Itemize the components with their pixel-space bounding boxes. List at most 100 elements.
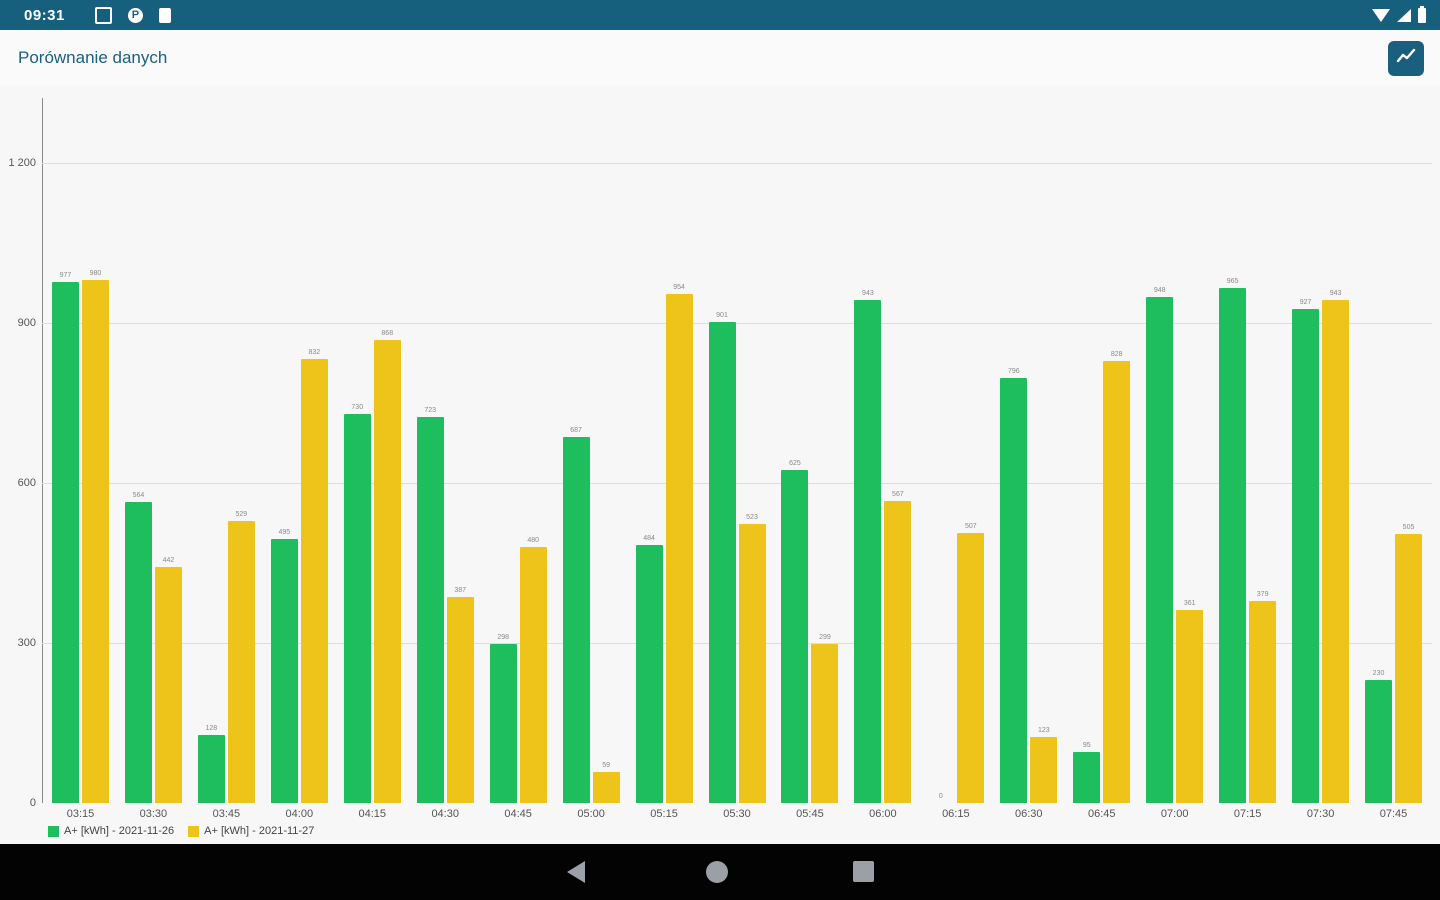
- gridline-1200: [42, 163, 1432, 164]
- bar-05:30-series1[interactable]: [708, 322, 736, 803]
- bar-04:45-series1[interactable]: [489, 644, 517, 803]
- bar-06:45-series1[interactable]: [1073, 752, 1101, 803]
- bar-value-label: 980: [89, 270, 102, 277]
- bar-06:15-series2[interactable]: [957, 533, 985, 803]
- y-tick-label: 1 200: [8, 157, 36, 169]
- bar-04:30-series1[interactable]: [416, 417, 444, 803]
- bar-06:00-series1[interactable]: [854, 300, 882, 803]
- bar-03:15-series2[interactable]: [81, 280, 109, 803]
- bar-03:30-series2[interactable]: [154, 567, 182, 803]
- bar-value-label: 868: [381, 330, 394, 337]
- bar-04:00-series1[interactable]: [270, 539, 298, 803]
- bar-value-label: 379: [1256, 591, 1269, 598]
- bar-value-label: 505: [1402, 524, 1415, 531]
- x-tick-label-06:30: 06:30: [1015, 808, 1043, 820]
- bar-04:45-series2[interactable]: [519, 547, 547, 803]
- page-title: Porównanie danych: [18, 48, 168, 67]
- bar-value-label: 965: [1226, 278, 1239, 285]
- bar-value-label: 828: [1110, 351, 1123, 358]
- android-nav-bar: [0, 844, 1440, 900]
- bar-07:15-series1[interactable]: [1219, 288, 1247, 803]
- bar-03:45-series1[interactable]: [197, 735, 225, 803]
- bar-value-label: 832: [308, 349, 321, 356]
- bar-06:45-series2[interactable]: [1103, 361, 1131, 803]
- bar-value-label: 723: [424, 407, 437, 414]
- bar-05:45-series2[interactable]: [811, 644, 839, 803]
- x-tick-label-05:00: 05:00: [577, 808, 605, 820]
- bar-06:30-series1[interactable]: [1000, 378, 1028, 803]
- bar-05:30-series2[interactable]: [738, 524, 766, 803]
- bar-value-label: 495: [278, 529, 291, 536]
- bar-value-label: 567: [892, 491, 904, 498]
- legend-swatch-icon: [188, 825, 200, 837]
- bar-value-label: 298: [497, 634, 509, 641]
- bar-07:30-series2[interactable]: [1322, 300, 1350, 803]
- y-axis-line: [42, 98, 43, 803]
- notification-circle-p-icon: P: [127, 7, 143, 23]
- bar-07:00-series1[interactable]: [1146, 297, 1174, 803]
- bar-03:30-series1[interactable]: [124, 502, 152, 803]
- gridline-900: [42, 323, 1432, 324]
- battery-icon: [1418, 5, 1426, 23]
- bar-04:15-series1[interactable]: [343, 414, 371, 803]
- bar-06:30-series2[interactable]: [1030, 737, 1058, 803]
- bar-07:30-series1[interactable]: [1292, 309, 1320, 803]
- bar-07:15-series2[interactable]: [1249, 601, 1277, 803]
- bar-05:15-series1[interactable]: [635, 545, 663, 803]
- bar-04:15-series2[interactable]: [373, 340, 401, 803]
- y-tick-label: 900: [17, 317, 36, 329]
- bar-value-label: 943: [862, 290, 874, 297]
- bar-04:00-series2[interactable]: [300, 359, 328, 803]
- notification-square-icon: [94, 6, 112, 24]
- bar-05:00-series2[interactable]: [592, 772, 620, 803]
- recents-icon[interactable]: [853, 861, 874, 882]
- home-icon[interactable]: [706, 861, 728, 883]
- legend-label: A+ [kWh] - 2021-11-27: [204, 825, 315, 837]
- trending-line-icon: [1395, 46, 1417, 71]
- x-tick-label-07:45: 07:45: [1379, 808, 1408, 820]
- bar-value-label: 387: [454, 587, 467, 594]
- gridline-300: [42, 643, 1432, 644]
- x-tick-label-03:15: 03:15: [66, 808, 95, 820]
- wifi-icon: [1372, 8, 1390, 22]
- bar-05:45-series1[interactable]: [781, 470, 809, 803]
- bar-05:00-series1[interactable]: [562, 437, 590, 803]
- x-tick-label-04:15: 04:15: [358, 808, 387, 820]
- bar-value-label: 625: [789, 460, 801, 467]
- bar-06:00-series2[interactable]: [884, 501, 912, 803]
- bar-value-label: 230: [1372, 670, 1385, 677]
- bar-value-label: 564: [132, 492, 145, 499]
- chart-type-button[interactable]: [1388, 41, 1424, 76]
- bar-value-label: 948: [1153, 287, 1166, 294]
- bar-07:00-series2[interactable]: [1176, 610, 1204, 803]
- bar-03:45-series2[interactable]: [227, 521, 255, 803]
- bar-03:15-series1[interactable]: [51, 282, 79, 803]
- bar-04:30-series2[interactable]: [446, 597, 474, 803]
- x-tick-label-05:45: 05:45: [796, 808, 824, 820]
- bar-07:45-series2[interactable]: [1395, 534, 1423, 803]
- x-tick-label-06:45: 06:45: [1087, 808, 1116, 820]
- bar-value-label: 687: [570, 427, 582, 434]
- bar-value-label: 59: [602, 762, 610, 769]
- x-tick-label-03:30: 03:30: [139, 808, 168, 820]
- bar-value-label: 95: [1082, 742, 1091, 749]
- x-tick-label-04:30: 04:30: [431, 808, 459, 820]
- bar-value-label: 730: [351, 404, 364, 411]
- x-tick-label-05:15: 05:15: [650, 808, 678, 820]
- bar-value-label: 977: [59, 272, 72, 279]
- bar-value-label: 128: [205, 725, 218, 732]
- bar-value-label: 507: [964, 523, 977, 530]
- bar-value-label: 943: [1329, 290, 1342, 297]
- bar-value-label: 484: [643, 535, 655, 542]
- bar-value-label: 480: [527, 537, 539, 544]
- bar-value-label: 796: [1007, 368, 1020, 375]
- bar-05:15-series2[interactable]: [665, 294, 693, 803]
- notification-icons: P: [94, 6, 171, 24]
- title-bar: Porównanie danych: [0, 30, 1440, 87]
- notification-file-icon: [158, 7, 171, 23]
- signal-icon: [1397, 8, 1411, 22]
- back-icon[interactable]: [567, 861, 585, 883]
- legend-label: A+ [kWh] - 2021-11-26: [64, 825, 175, 837]
- bar-07:45-series1[interactable]: [1365, 680, 1393, 803]
